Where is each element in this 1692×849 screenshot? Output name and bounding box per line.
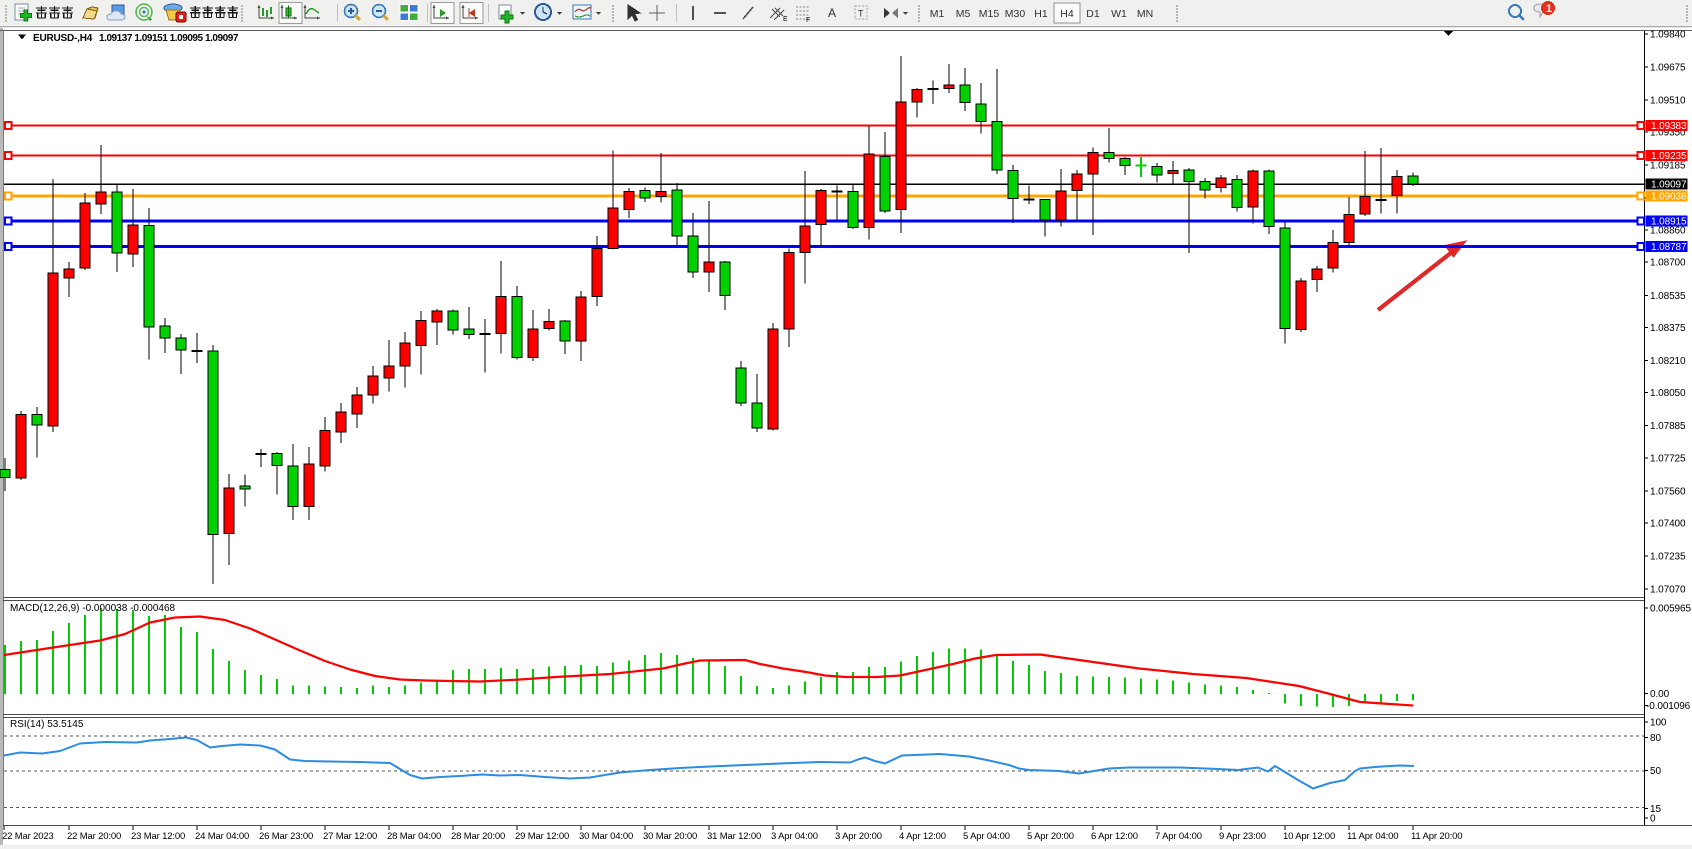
svg-text:5 Apr 04:00: 5 Apr 04:00 <box>963 831 1010 842</box>
svg-text:28 Mar 04:00: 28 Mar 04:00 <box>387 831 441 842</box>
svg-text:F: F <box>806 17 810 24</box>
svg-text:3 Apr 20:00: 3 Apr 20:00 <box>835 831 882 842</box>
svg-text:1.09510: 1.09510 <box>1650 96 1686 107</box>
svg-text:W1: W1 <box>1111 8 1127 20</box>
svg-text:M1: M1 <box>930 8 945 20</box>
svg-text:1.09235: 1.09235 <box>1651 151 1687 162</box>
svg-text:11 Apr 20:00: 11 Apr 20:00 <box>1411 831 1462 842</box>
svg-text:1.07885: 1.07885 <box>1650 421 1686 432</box>
svg-text:100: 100 <box>1650 718 1667 729</box>
svg-text:6 Apr 12:00: 6 Apr 12:00 <box>1091 831 1138 842</box>
svg-text:1.09038: 1.09038 <box>1651 192 1687 203</box>
svg-text:3 Apr 04:00: 3 Apr 04:00 <box>771 831 818 842</box>
svg-text:1.08700: 1.08700 <box>1650 258 1686 269</box>
svg-text:H1: H1 <box>1034 8 1048 20</box>
svg-text:15: 15 <box>1650 804 1661 815</box>
svg-text:MN: MN <box>1137 8 1153 20</box>
svg-text:1.09097: 1.09097 <box>1651 180 1687 191</box>
svg-text:1.09675: 1.09675 <box>1650 63 1686 74</box>
svg-text:1.07070: 1.07070 <box>1650 585 1686 596</box>
svg-text:50: 50 <box>1650 766 1661 777</box>
svg-text:1.08535: 1.08535 <box>1650 291 1686 302</box>
svg-text:1.07725: 1.07725 <box>1650 454 1686 465</box>
svg-text:0.00: 0.00 <box>1650 689 1670 700</box>
svg-text:10 Apr 12:00: 10 Apr 12:00 <box>1283 831 1335 842</box>
svg-text:1.07235: 1.07235 <box>1650 552 1686 563</box>
svg-text:E: E <box>783 16 788 23</box>
svg-text:22 Mar 2023: 22 Mar 2023 <box>2 831 54 842</box>
svg-text:80: 80 <box>1650 733 1661 744</box>
svg-text:EURUSD-,H4: EURUSD-,H4 <box>33 33 93 44</box>
svg-text:RSI(14) 53.5145: RSI(14) 53.5145 <box>10 719 84 730</box>
svg-text:0.005965: 0.005965 <box>1650 604 1691 615</box>
svg-text:1.07400: 1.07400 <box>1650 519 1686 530</box>
svg-text:1.09383: 1.09383 <box>1651 121 1687 132</box>
svg-text:M15: M15 <box>979 8 1000 20</box>
svg-text:1.07560: 1.07560 <box>1650 487 1686 498</box>
svg-text:1: 1 <box>1546 3 1552 15</box>
svg-text:29 Mar 12:00: 29 Mar 12:00 <box>515 831 569 842</box>
svg-text:D1: D1 <box>1086 8 1100 20</box>
svg-text:30 Mar 20:00: 30 Mar 20:00 <box>643 831 697 842</box>
svg-text:1.08915: 1.08915 <box>1651 217 1687 228</box>
svg-text:H4: H4 <box>1060 8 1074 20</box>
svg-text:0: 0 <box>1650 814 1656 825</box>
svg-text:1.08375: 1.08375 <box>1650 323 1686 334</box>
svg-text:23 Mar 12:00: 23 Mar 12:00 <box>131 831 185 842</box>
svg-text:1.08050: 1.08050 <box>1650 388 1686 399</box>
svg-text:27 Mar 12:00: 27 Mar 12:00 <box>323 831 377 842</box>
svg-text:11 Apr 04:00: 11 Apr 04:00 <box>1347 831 1398 842</box>
svg-text:1.09350: 1.09350 <box>1650 128 1686 139</box>
svg-text:1.08787: 1.08787 <box>1651 242 1687 253</box>
svg-text:1.08210: 1.08210 <box>1650 356 1686 367</box>
svg-text:M30: M30 <box>1005 8 1026 20</box>
svg-text:30 Mar 04:00: 30 Mar 04:00 <box>579 831 633 842</box>
svg-text:31 Mar 12:00: 31 Mar 12:00 <box>707 831 761 842</box>
svg-text:T: T <box>858 9 864 19</box>
svg-text:4 Apr 12:00: 4 Apr 12:00 <box>899 831 946 842</box>
svg-text:1.09185: 1.09185 <box>1650 161 1686 172</box>
svg-text:MACD(12,26,9) -0.000038 -0.000: MACD(12,26,9) -0.000038 -0.000468 <box>10 603 176 614</box>
svg-text:7 Apr 04:00: 7 Apr 04:00 <box>1155 831 1202 842</box>
svg-text:26 Mar 23:00: 26 Mar 23:00 <box>259 831 313 842</box>
svg-text:1.08860: 1.08860 <box>1650 226 1686 237</box>
svg-text:1.09840: 1.09840 <box>1650 30 1686 41</box>
svg-text:9 Apr 23:00: 9 Apr 23:00 <box>1219 831 1266 842</box>
svg-text:M5: M5 <box>956 8 971 20</box>
svg-text:-0.001096: -0.001096 <box>1646 701 1691 712</box>
svg-text:1.09137 1.09151 1.09095 1.0909: 1.09137 1.09151 1.09095 1.09097 <box>99 33 239 44</box>
svg-text:5 Apr 20:00: 5 Apr 20:00 <box>1027 831 1074 842</box>
svg-text:22 Mar 20:00: 22 Mar 20:00 <box>67 831 121 842</box>
svg-text:24 Mar 04:00: 24 Mar 04:00 <box>195 831 249 842</box>
svg-text:A: A <box>828 6 836 20</box>
svg-text:28 Mar 20:00: 28 Mar 20:00 <box>451 831 505 842</box>
